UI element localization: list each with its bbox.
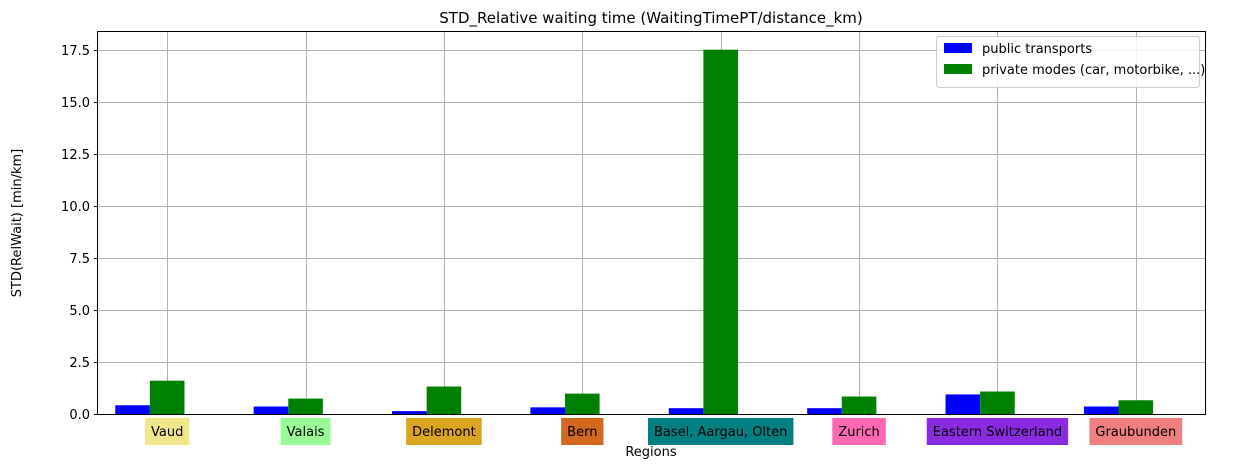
y-tick-label: 10.0 (61, 200, 90, 215)
plot-frame (97, 31, 1206, 415)
category-label-vaud: Vaud (151, 425, 183, 440)
category-label-delemont: Delemont (412, 425, 476, 440)
category-label-background (1089, 418, 1183, 445)
legend-label-public-transports: public transports (982, 42, 1092, 57)
legend-box (936, 36, 1200, 88)
bar-graubunden-private (1118, 400, 1154, 414)
bar-graubunden-public (1083, 406, 1119, 414)
category-label-valais: Valais (287, 425, 325, 440)
category-label-background (145, 418, 190, 445)
category-label-basel-aargau-olten: Basel, Aargau, Olten (654, 425, 787, 440)
bar-delemont-public (392, 411, 427, 414)
y-tick-label: 2.5 (69, 356, 90, 371)
bar-eastern-switzerland-public (945, 394, 981, 414)
category-label-background (926, 418, 1069, 445)
bar-zurich-private (841, 396, 877, 414)
category-label-graubunden: Graubunden (1095, 425, 1176, 440)
category-label-background (280, 418, 331, 445)
grid (98, 32, 1205, 415)
category-label-background (647, 418, 794, 445)
legend: public transports private modes (car, mo… (936, 36, 1205, 88)
category-label-background (561, 418, 604, 445)
y-axis-ticks: 0.0 2.5 5.0 7.5 10.0 12.5 15.0 17.5 (61, 44, 98, 423)
bars (115, 49, 1154, 414)
category-label-background (832, 418, 886, 445)
bar-bern-public (530, 407, 566, 414)
bar-zurich-public (807, 408, 842, 414)
y-tick-label: 12.5 (61, 148, 90, 163)
y-tick-label: 7.5 (69, 252, 90, 267)
bar-basel-aargau-olten-public (668, 408, 704, 414)
bar-valais-private (288, 398, 323, 414)
y-tick-label: 15.0 (61, 96, 90, 111)
bar-vaud-private (149, 380, 185, 414)
bar-valais-public (253, 406, 289, 414)
bar-bern-private (565, 393, 600, 414)
category-label-eastern-switzerland: Eastern Switzerland (933, 425, 1062, 440)
y-tick-label: 5.0 (69, 304, 90, 319)
y-tick-label: 0.0 (69, 408, 90, 423)
legend-label-private-modes: private modes (car, motorbike, ...) (982, 63, 1205, 78)
bar-basel-aargau-olten-private (703, 49, 738, 414)
y-tick-label: 17.5 (61, 44, 90, 59)
bar-vaud-public (115, 405, 150, 414)
category-labels: Vaud Valais Delemont Bern Basel, Aargau, Olt… (145, 418, 1183, 445)
category-label-background (406, 418, 482, 445)
legend-swatch-private-modes (944, 64, 972, 74)
category-label-bern: Bern (567, 425, 597, 440)
y-axis-label: STD(RelWait) [min/km] (10, 149, 25, 297)
bar-eastern-switzerland-private (980, 391, 1015, 414)
x-axis-label: Regions (625, 445, 677, 460)
bar-delemont-private (426, 386, 462, 414)
chart-title: STD_Relative waiting time (WaitingTimePT… (439, 9, 862, 28)
category-label-zurich: Zurich (838, 425, 880, 440)
legend-swatch-public-transports (944, 43, 972, 53)
